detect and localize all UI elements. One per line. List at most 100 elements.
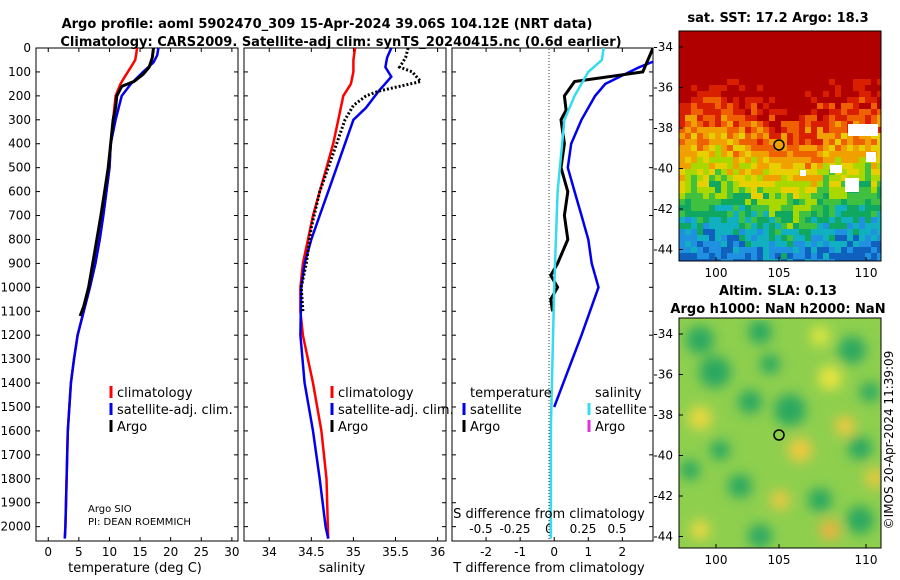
map-y-tick-label: -36 — [653, 368, 673, 382]
difference-xlabel: T difference from climatology — [452, 561, 645, 576]
main-title-line2: Climatology: CARS2009. Satellite-adj cli… — [60, 35, 621, 50]
map-y-tick-label: -40 — [653, 449, 673, 463]
salinity-panel — [243, 47, 447, 542]
legend-satellite: satellite-adj. clim. — [338, 403, 454, 418]
x-tick-label: 0 — [44, 545, 52, 559]
series-climatology — [299, 48, 357, 539]
map-x-tick-label: 105 — [768, 553, 791, 567]
depth-tick-label: 900 — [8, 256, 31, 270]
depth-tick-label: 1600 — [0, 424, 31, 438]
difference-panel — [451, 47, 654, 542]
legend-climatology: climatology — [338, 386, 414, 401]
map-y-tick-label: -34 — [653, 40, 673, 54]
temperature-axes: 0100200300400500600700800900100011001200… — [0, 41, 239, 559]
depth-tick-label: 1100 — [0, 304, 31, 318]
map-y-tick-label: -34 — [653, 327, 673, 341]
legend-s-argo: Argo — [595, 420, 625, 435]
x-tick-label: 25 — [194, 545, 209, 559]
depth-tick-label: 1700 — [0, 448, 31, 462]
x-tick-label: 2 — [619, 545, 627, 559]
series-argo — [299, 48, 424, 312]
x-top-tick-label: -0.5 — [469, 522, 492, 536]
x-tick-label: 15 — [132, 545, 147, 559]
depth-tick-label: 1200 — [0, 328, 31, 342]
x-tick-label: 36 — [430, 545, 445, 559]
salinity-axes: 34 34.5 35 35.5 36 — [244, 47, 446, 559]
map-y-tick-label: -36 — [653, 81, 673, 95]
temperature-xlabel: temperature (deg C) — [68, 561, 202, 576]
x-tick-label: 35 — [346, 545, 361, 559]
depth-tick-label: 400 — [8, 137, 31, 151]
map-x-tick-label: 110 — [855, 553, 878, 567]
sst-map-title: sat. SST: 17.2 Argo: 18.3 — [687, 11, 868, 26]
argo-owner: Argo SIO — [88, 504, 132, 515]
legend-argo: Argo — [117, 420, 147, 435]
sla-map-title-2: Argo h1000: NaN h2000: NaN — [670, 302, 885, 317]
legend-temperature-header: temperature — [470, 386, 552, 401]
x-tick-label: 0 — [550, 545, 558, 559]
map-x-tick-label: 105 — [768, 266, 791, 280]
depth-tick-label: 100 — [8, 65, 31, 79]
sst-argo-marker — [773, 139, 785, 151]
map-x-tick-label: 100 — [705, 553, 728, 567]
argo-pi: PI: DEAN ROEMMICH — [88, 517, 191, 528]
depth-tick-label: 1400 — [0, 376, 31, 390]
x-tick-label: 30 — [224, 545, 239, 559]
depth-tick-label: 1900 — [0, 496, 31, 510]
depth-tick-label: 600 — [8, 185, 31, 199]
x-tick-label: 10 — [102, 545, 117, 559]
difference-legend: temperature salinity satellite Argo sate… — [462, 386, 647, 435]
map-y-tick-label: -44 — [653, 243, 673, 257]
legend-satellite: satellite-adj. clim. — [117, 403, 233, 418]
legend-t-argo: Argo — [470, 420, 500, 435]
legend-s-satellite: satellite — [595, 403, 647, 418]
map-x-tick-label: 100 — [705, 266, 728, 280]
sla-map-axes: 100 105 110 -34 -36 -38 -40 -42 -44 — [653, 327, 877, 567]
legend-salinity-header: salinity — [595, 386, 642, 401]
legend-t-satellite: satellite — [470, 403, 522, 418]
depth-tick-label: 700 — [8, 209, 31, 223]
main-title-line1: Argo profile: aoml 5902470_309 15-Apr-20… — [62, 17, 593, 32]
temperature-legend: climatology satellite-adj. clim. Argo — [109, 386, 233, 435]
x-tick-label: 20 — [163, 545, 178, 559]
depth-tick-label: 1300 — [0, 352, 31, 366]
legend-climatology: climatology — [117, 386, 193, 401]
depth-tick-label: 1000 — [0, 280, 31, 294]
salinity-lines — [299, 48, 424, 539]
map-y-tick-label: -42 — [653, 489, 673, 503]
legend-argo: Argo — [338, 420, 368, 435]
map-y-tick-label: -42 — [653, 202, 673, 216]
x-tick-label: 34 — [262, 545, 277, 559]
series-satellite-adj-clim- — [299, 48, 393, 539]
salinity-legend: climatology satellite-adj. clim. Argo — [330, 386, 454, 435]
depth-tick-label: 800 — [8, 232, 31, 246]
depth-tick-label: 2000 — [0, 520, 31, 534]
map-y-tick-label: -38 — [653, 408, 673, 422]
depth-tick-label: 300 — [8, 113, 31, 127]
sst-map-axes: 100 105 110 -34 -36 -38 -40 -42 -44 — [653, 40, 877, 280]
x-tick-label: 5 — [75, 545, 83, 559]
map-y-tick-label: -40 — [653, 162, 673, 176]
series-argo — [78, 48, 155, 317]
x-tick-label: 35.5 — [382, 545, 409, 559]
map-x-tick-label: 110 — [855, 266, 878, 280]
salinity-xlabel: salinity — [319, 561, 366, 576]
x-top-tick-label: 0.25 — [570, 522, 597, 536]
difference-xlabel-top: S difference from climatology — [453, 507, 645, 522]
depth-tick-label: 1500 — [0, 400, 31, 414]
imos-watermark: ©IMOS 20-Apr-2024 11:39:09 — [882, 351, 896, 530]
map-y-tick-label: -38 — [653, 121, 673, 135]
x-tick-label: 1 — [584, 545, 592, 559]
temperature-lines — [63, 48, 160, 539]
depth-tick-label: 1800 — [0, 472, 31, 486]
x-top-tick-label: 0.5 — [607, 522, 626, 536]
map-y-tick-label: -44 — [653, 530, 673, 544]
sla-map-title-1: Altim. SLA: 0.13 — [719, 284, 837, 299]
difference-lines — [549, 48, 653, 539]
series-s-satellite — [549, 48, 605, 539]
depth-tick-label: 200 — [8, 89, 31, 103]
depth-tick-label: 500 — [8, 161, 31, 175]
x-tick-label: -1 — [514, 545, 526, 559]
depth-tick-label: 0 — [23, 41, 31, 55]
